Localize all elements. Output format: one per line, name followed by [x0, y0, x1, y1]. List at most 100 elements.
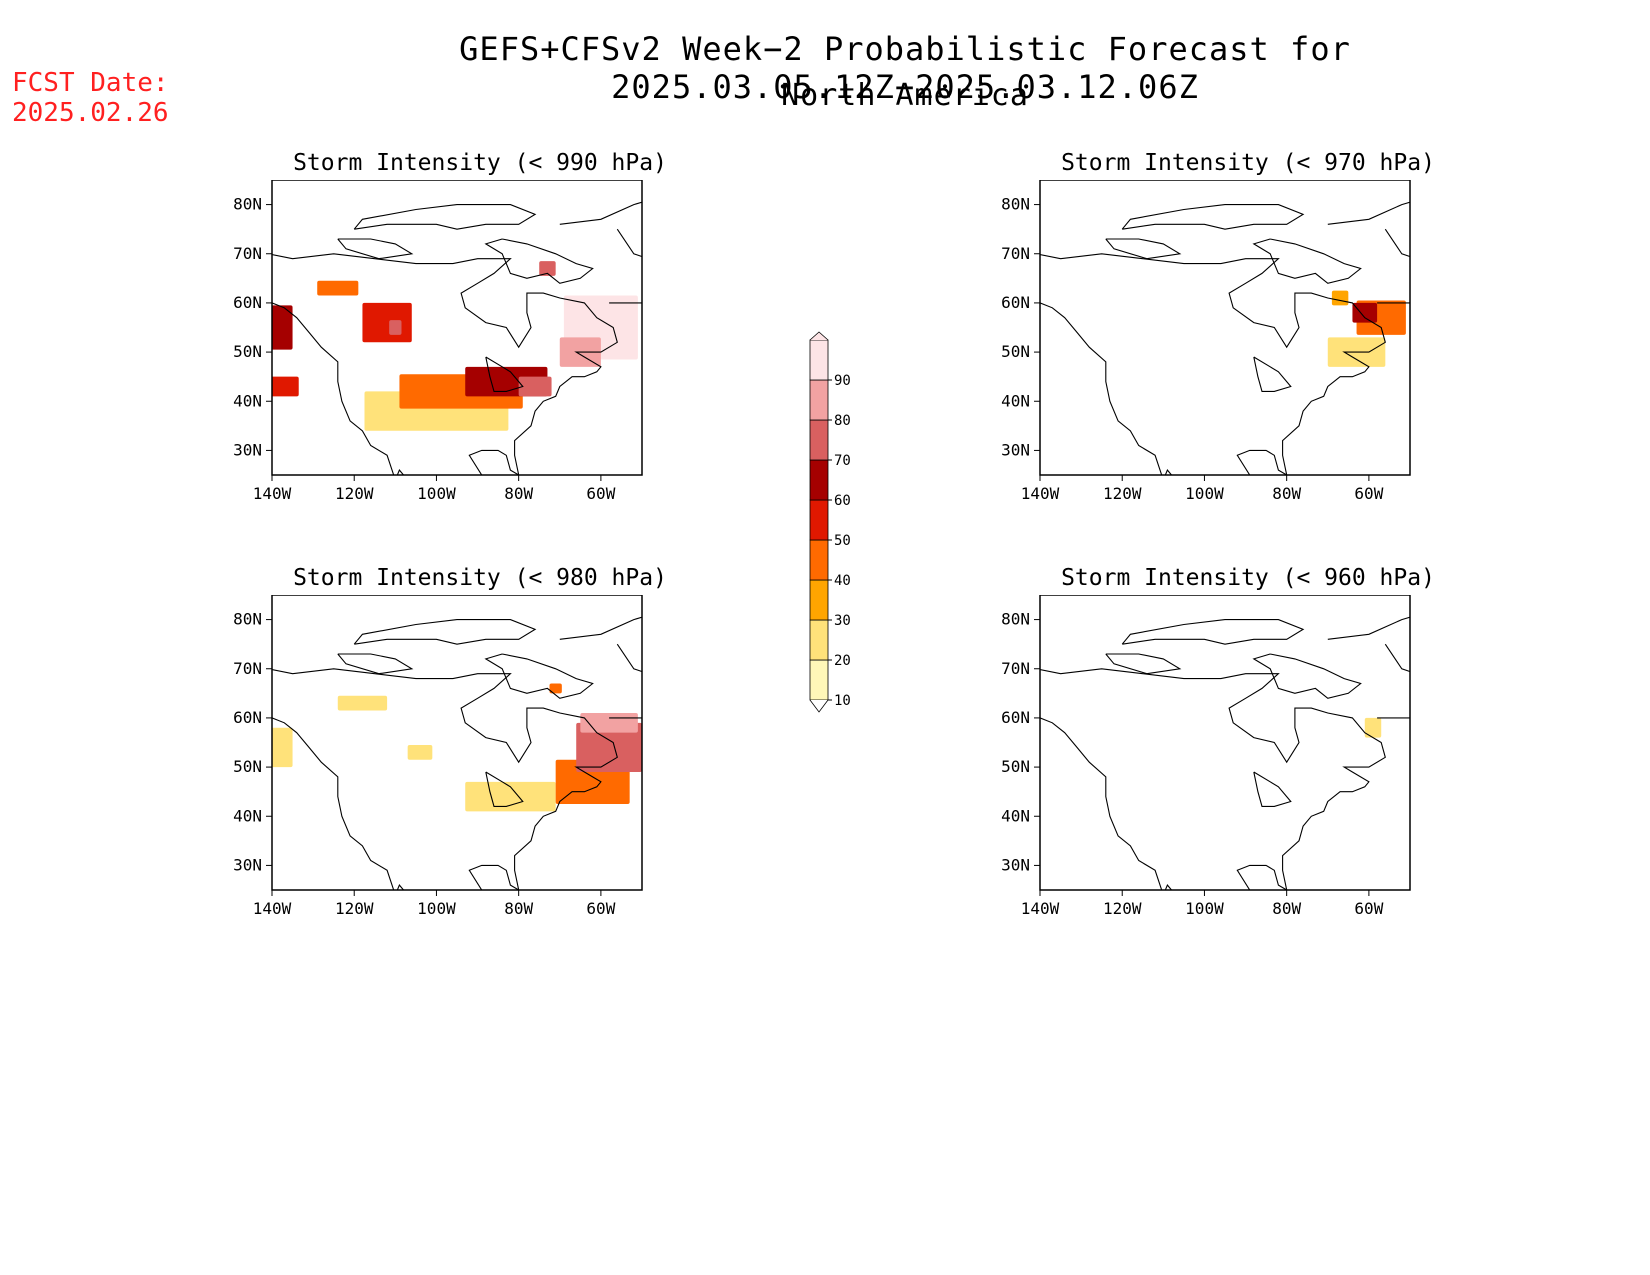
probability-fill-layer — [272, 683, 642, 812]
map-frame — [271, 180, 643, 476]
coastline — [353, 204, 537, 230]
map-960: 80N 70N 60N 50N 40N 30N 140W 120W 100W 80W 60W — [1001, 595, 1411, 918]
lat-tick-label: 40N — [1001, 806, 1030, 825]
lon-tick-label: 100W — [417, 899, 456, 918]
lat-tick-label: 80N — [1001, 610, 1030, 629]
coastline — [1040, 253, 1386, 475]
legend-tick-label: 40 — [834, 573, 851, 589]
legend-bottom-tip — [809, 699, 829, 713]
legend-tick-label: 90 — [834, 373, 851, 389]
probability-region — [1331, 290, 1349, 306]
lat-tick-label: 60N — [1001, 293, 1030, 312]
coastline — [1040, 668, 1386, 890]
legend-tick-label: 10 — [834, 693, 851, 709]
lat-tick-label: 50N — [1001, 757, 1030, 776]
probability-fill-layer — [1364, 717, 1382, 738]
lon-tick-label: 80W — [504, 484, 533, 503]
probability-region — [576, 722, 642, 772]
lon-tick-label: 120W — [335, 899, 374, 918]
panel-title-970: Storm Intensity (< 970 hPa) — [1061, 150, 1435, 176]
probability-region — [337, 695, 388, 711]
legend-tick-label: 80 — [834, 413, 851, 429]
coastline-layer — [1040, 201, 1410, 475]
probability-fill-layer — [272, 261, 638, 431]
coastline — [337, 653, 414, 675]
coastline — [1121, 204, 1305, 230]
lon-tick-label: 80W — [504, 899, 533, 918]
legend-tick-label: 30 — [834, 613, 851, 629]
main-title: GEFS+CFSv2 Week−2 Probabilistic Forecast… — [459, 30, 1351, 106]
lat-tick-label: 50N — [1001, 342, 1030, 361]
probability-region — [465, 781, 556, 812]
legend-swatch — [809, 419, 829, 461]
coastline — [1327, 201, 1410, 225]
lon-tick-label: 80W — [1272, 899, 1301, 918]
coastline — [337, 238, 414, 260]
forecast-date-label: FCST Date: 2025.02.26 — [12, 68, 169, 128]
panel-title-980: Storm Intensity (< 980 hPa) — [293, 565, 667, 591]
map-980: 80N 70N 60N 50N 40N 30N 140W 120W 100W 80W 60W — [233, 595, 643, 918]
probability-region — [272, 727, 293, 768]
lat-tick-label: 30N — [233, 855, 262, 874]
probability-fill-layer — [1327, 290, 1406, 367]
legend-swatch — [809, 459, 829, 501]
coastline — [272, 253, 618, 475]
legend-swatch — [809, 339, 829, 381]
lon-tick-label: 120W — [1103, 484, 1142, 503]
lon-tick-label: 60W — [586, 899, 615, 918]
lat-tick-label: 60N — [233, 708, 262, 727]
map-frame — [1039, 595, 1411, 891]
coastline — [272, 668, 618, 890]
coastline — [559, 616, 642, 640]
coastline — [609, 228, 642, 304]
coastline — [1327, 616, 1410, 640]
lat-tick-label: 30N — [1001, 440, 1030, 459]
lon-tick-label: 100W — [417, 484, 456, 503]
lon-tick-label: 80W — [1272, 484, 1301, 503]
coastline — [559, 201, 642, 225]
legend-swatch — [809, 379, 829, 421]
map-frame — [271, 595, 643, 891]
legend-swatch — [809, 539, 829, 581]
probability-region — [1364, 717, 1382, 738]
lat-tick-label: 80N — [1001, 195, 1030, 214]
probability-region — [272, 376, 299, 397]
coastline — [353, 619, 537, 645]
panel-title-960: Storm Intensity (< 960 hPa) — [1061, 565, 1435, 591]
lat-tick-label: 40N — [233, 806, 262, 825]
lat-tick-label: 70N — [1001, 659, 1030, 678]
lon-tick-label: 60W — [1354, 899, 1383, 918]
lon-tick-label: 100W — [1185, 484, 1224, 503]
lat-tick-label: 80N — [233, 610, 262, 629]
coastline — [1105, 653, 1182, 675]
map-panel-990: Storm Intensity (< 990 hPa) 80N 70N 60N 50N… — [220, 150, 740, 570]
legend-swatch — [809, 659, 829, 701]
coastline — [1253, 356, 1292, 392]
legend-tick-label: 60 — [834, 493, 851, 509]
legend-tick-label: 20 — [834, 653, 851, 669]
lat-tick-label: 50N — [233, 757, 262, 776]
lat-tick-label: 40N — [1001, 391, 1030, 410]
lat-tick-label: 30N — [233, 440, 262, 459]
fcst-date-value: 2025.02.26 — [12, 98, 169, 128]
lon-tick-label: 60W — [586, 484, 615, 503]
lon-tick-label: 140W — [1021, 484, 1060, 503]
legend-swatch — [809, 579, 829, 621]
coastline — [1377, 228, 1410, 304]
lon-tick-label: 140W — [253, 484, 292, 503]
coastline-layer — [272, 201, 642, 475]
lat-tick-label: 40N — [233, 391, 262, 410]
lat-tick-label: 70N — [1001, 244, 1030, 263]
coastline — [485, 356, 524, 392]
lon-tick-label: 120W — [1103, 899, 1142, 918]
map-970: 80N 70N 60N 50N 40N 30N 140W 120W 100W 80W 60W — [1001, 180, 1411, 503]
probability-region — [549, 683, 562, 694]
lat-tick-label: 80N — [233, 195, 262, 214]
probability-region — [1352, 302, 1378, 323]
coastline — [484, 653, 594, 699]
panel-title-990: Storm Intensity (< 990 hPa) — [293, 150, 667, 176]
region-subtitle: North America — [781, 78, 1029, 113]
lat-tick-label: 60N — [233, 293, 262, 312]
probability-region — [539, 261, 556, 276]
coastline — [484, 238, 594, 284]
